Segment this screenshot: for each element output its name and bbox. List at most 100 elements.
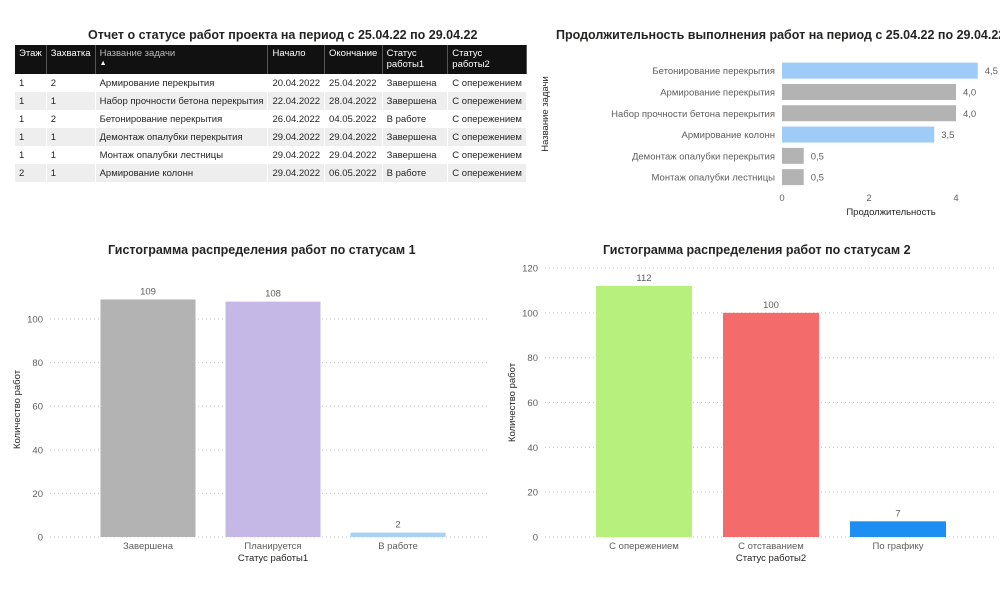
tick-label: 100 [522,308,538,319]
column-header[interactable]: Окончание [324,45,383,74]
tick-label: 120 [522,264,538,275]
table-cell: Бетонирование перекрытия [95,110,269,128]
tick-label: 80 [32,358,43,369]
bar [782,147,804,164]
category-label: С опережением [609,541,679,552]
tick-label: 40 [32,445,43,456]
status2-chart: 0 20 40 60 80 100 120 112 С опережением 100 С отст… [507,264,995,564]
bar [782,126,935,143]
table-cell: 25.04.2022 [324,74,383,92]
table-cell: 06.05.2022 [324,164,383,182]
table-cell: 1 [46,128,96,146]
tick-label: 0 [533,533,538,544]
data-label: 112 [636,273,651,284]
bar [850,521,946,537]
sort-ascending-icon: ▲ [99,60,107,67]
table-cell: Армирование перекрытия [95,74,269,92]
column-header-sorted[interactable]: Название задачи ▲ [95,45,269,74]
table-cell: 1 [15,146,47,164]
data-label: 2 [395,520,400,531]
table-cell: С опережением [447,146,527,164]
y-axis-title: Количество работ [12,369,23,449]
category-label: По графику [873,541,924,552]
tick-label: 100 [27,315,43,326]
tick-label: 2 [866,193,871,204]
table-row: 2 1 Армирование колонн 29.04.2022 06.05.… [15,164,527,182]
tick-label: 20 [32,489,43,500]
table-cell: Завершена [382,74,449,92]
table-cell: 1 [15,128,47,146]
status2-chart-title: Гистограмма распределения работ по стату… [603,243,911,257]
table-cell: С опережением [447,110,527,128]
bar [782,62,978,79]
table-cell: 1 [15,92,47,110]
table-cell: 28.04.2022 [324,92,383,110]
table-cell: 22.04.2022 [267,92,326,110]
table-cell: С опережением [447,92,527,110]
tick-label: 20 [527,488,538,499]
status1-chart-title: Гистограмма распределения работ по стату… [108,243,416,257]
column-header[interactable]: Начало [267,45,326,74]
category-label: С отставанием [738,541,804,552]
table-cell: С опережением [447,128,527,146]
bar [782,169,804,186]
bar [723,312,819,537]
tick-label: 4 [953,193,958,204]
column-header-label: Название задачи [99,48,176,59]
table-cell: 29.04.2022 [267,128,326,146]
table-cell: 1 [15,110,47,128]
table-row: 1 2 Бетонирование перекрытия 26.04.2022 … [15,110,527,128]
bar [100,299,196,537]
table-row: 1 2 Армирование перекрытия 20.04.2022 25… [15,74,527,92]
table-cell: 29.04.2022 [324,146,383,164]
column-header[interactable]: Этаж [15,45,47,74]
duration-chart-title: Продолжительность выполнения работ на пе… [556,28,1000,42]
table-cell: Завершена [382,92,449,110]
table-cell: Армирование колонн [95,164,269,182]
category-label: В работе [378,541,418,552]
table-row: 1 1 Демонтаж опалубки перекрытия 29.04.2… [15,128,527,146]
table-cell: В работе [382,110,449,128]
data-label: 0,5 [811,173,824,184]
table-cell: С опережением [447,164,527,182]
tick-label: 0 [779,193,784,204]
category-label: Армирование перекрытия [660,87,775,98]
tick-label: 60 [32,402,43,413]
category-label: Демонтаж опалубки перекрытия [632,151,775,162]
x-axis-title: Статус работы2 [736,553,806,564]
data-label: 0,5 [811,151,824,162]
table-header-row: Этаж Захватка Название задачи ▲ Начало О… [15,45,527,74]
data-label: 3,5 [941,130,954,141]
table-cell: 29.04.2022 [267,164,326,182]
category-label: Монтаж опалубки лестницы [652,173,776,184]
table-cell: Завершена [382,128,449,146]
duration-chart: Бетонирование перекрытия 4,5 Армирование п… [540,62,998,218]
table-row: 1 1 Набор прочности бетона перекрытия 22… [15,92,527,110]
status1-chart: 0 20 40 60 80 100 109 Завершена 108 Планируется 2 В… [12,286,490,564]
table-cell: 29.04.2022 [267,146,326,164]
table-cell: 29.04.2022 [324,128,383,146]
tick-label: 60 [527,398,538,409]
table-cell: 2 [46,110,96,128]
bar [225,301,321,537]
category-label: Набор прочности бетона перекрытия [611,109,775,120]
category-label: Армирование колонн [682,130,776,141]
column-header[interactable]: Статус работы2 [447,45,527,74]
table-cell: 1 [15,74,47,92]
data-label: 7 [895,508,900,519]
table-cell: 1 [46,146,96,164]
tick-label: 0 [38,533,43,544]
x-axis-title: Продолжительность [846,207,935,218]
data-label: 4,0 [963,109,976,120]
data-label: 109 [140,286,156,297]
bar [782,105,956,122]
table-cell: 1 [46,92,96,110]
table-cell: 20.04.2022 [267,74,326,92]
data-label: 100 [763,300,779,311]
table-cell: 04.05.2022 [324,110,383,128]
column-header[interactable]: Статус работы1 [382,45,449,74]
table-cell: Завершена [382,146,449,164]
status-table: Этаж Захватка Название задачи ▲ Начало О… [15,45,527,182]
column-header[interactable]: Захватка [46,45,96,74]
table-cell: В работе [382,164,449,182]
